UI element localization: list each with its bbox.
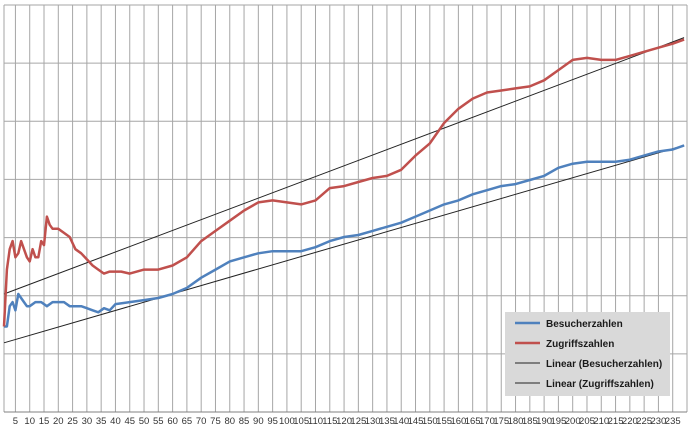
legend-label-besucherzahlen: Besucherzahlen xyxy=(546,319,623,330)
x-tick-label: 190 xyxy=(536,416,552,427)
x-tick-label: 200 xyxy=(565,416,581,427)
x-tick-label: 55 xyxy=(153,416,164,427)
x-tick-label: 235 xyxy=(665,416,681,427)
x-tick-label: 85 xyxy=(239,416,250,427)
series-line-zugriffszahlen xyxy=(2,38,685,327)
x-tick-label: 110 xyxy=(308,416,323,427)
legend-label-linear-besucherzahlen: Linear (Besucherzahlen) xyxy=(546,359,662,370)
legend-label-linear-zugriffszahlen: Linear (Zugriffszahlen) xyxy=(546,379,654,390)
x-tick-label: 135 xyxy=(379,416,395,427)
x-tick-label: 180 xyxy=(508,416,524,427)
x-tick-label: 155 xyxy=(436,416,452,427)
legend: Besucherzahlen Zugriffszahlen Linear (Be… xyxy=(505,312,670,396)
x-tick-label: 145 xyxy=(408,416,424,427)
x-tick-label: 125 xyxy=(350,416,366,427)
x-tick-label: 120 xyxy=(336,416,352,427)
x-tick-label: 225 xyxy=(636,416,652,427)
series-line-linear-zugriffszahlen xyxy=(3,37,685,295)
x-tick-label: 150 xyxy=(422,416,438,427)
x-tick-label: 75 xyxy=(210,416,221,427)
series-lines xyxy=(2,37,685,344)
x-tick-label: 170 xyxy=(479,416,495,427)
x-tick-label: 215 xyxy=(608,416,624,427)
x-tick-label: 10 xyxy=(24,416,35,427)
x-tick-label: 5 xyxy=(13,416,18,427)
x-tick-label: 25 xyxy=(67,416,78,427)
x-tick-label: 185 xyxy=(522,416,538,427)
x-tick-label: 40 xyxy=(110,416,121,427)
legend-label-zugriffszahlen: Zugriffszahlen xyxy=(546,339,614,350)
x-tick-label: 220 xyxy=(622,416,638,427)
x-tick-label: 195 xyxy=(550,416,566,427)
x-tick-label: 65 xyxy=(182,416,193,427)
x-tick-label: 60 xyxy=(167,416,178,427)
x-tick-label: 165 xyxy=(465,416,481,427)
x-tick-label: 130 xyxy=(365,416,381,427)
x-tick-label: 80 xyxy=(224,416,235,427)
x-tick-label: 30 xyxy=(82,416,93,427)
x-tick-label: 210 xyxy=(593,416,609,427)
x-tick-label: 15 xyxy=(39,416,50,427)
x-tick-label: 205 xyxy=(579,416,595,427)
x-tick-label: 175 xyxy=(493,416,509,427)
x-tick-label: 230 xyxy=(650,416,666,427)
x-tick-label: 20 xyxy=(53,416,64,427)
x-tick-label: 70 xyxy=(196,416,207,427)
x-tick-label: 95 xyxy=(267,416,278,427)
x-tick-label: 35 xyxy=(96,416,107,427)
x-tick-label: 140 xyxy=(393,416,409,427)
series-line-linear-besucherzahlen xyxy=(3,144,685,344)
x-tick-label: 160 xyxy=(450,416,466,427)
x-tick-label: 50 xyxy=(139,416,150,427)
series-line-besucherzahlen xyxy=(4,144,685,328)
x-axis-tick-labels: 5 10 15 20 25 30 35 40 45 50 55 60 65 70 75 80 85 90 95 100… xyxy=(13,416,681,427)
legend-box xyxy=(505,312,670,396)
x-tick-label: 105 xyxy=(293,416,309,427)
x-tick-label: 115 xyxy=(322,416,337,427)
x-tick-label: 100 xyxy=(279,416,295,427)
x-tick-label: 90 xyxy=(253,416,264,427)
x-tick-label: 45 xyxy=(124,416,135,427)
